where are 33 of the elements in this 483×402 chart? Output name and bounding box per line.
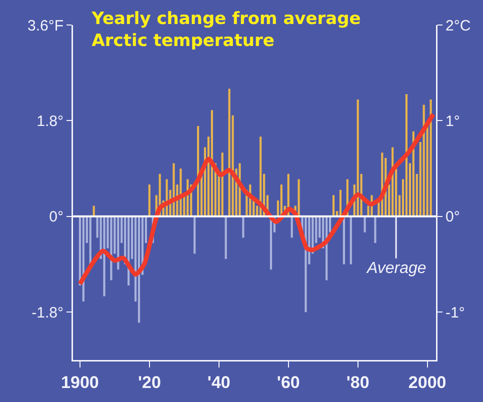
y2-tick-label: 1° <box>446 112 460 130</box>
y-tick-label: 1.8° <box>36 112 64 130</box>
bar <box>364 216 366 232</box>
y-tick-label: 0° <box>49 208 64 226</box>
x-tick-label: '80 <box>346 372 370 392</box>
bar <box>339 190 342 216</box>
bar <box>194 216 196 254</box>
bar <box>224 216 227 259</box>
x-tick-label: '40 <box>207 372 230 392</box>
bar <box>342 216 345 264</box>
bar <box>290 216 293 238</box>
chart-title: Yearly change from average Arctic temperature <box>90 9 361 52</box>
bar <box>148 184 150 216</box>
bar <box>374 216 376 244</box>
bar <box>356 99 359 216</box>
bar <box>350 216 352 264</box>
bar <box>228 88 230 216</box>
x-tick-label: '60 <box>276 372 300 392</box>
y-tick-label: -1.8° <box>32 304 64 322</box>
bar <box>298 179 300 216</box>
bar <box>103 216 106 296</box>
y2-tick-label: -1° <box>446 304 465 322</box>
x-tick-label: '20 <box>138 372 161 392</box>
y-tick-label: 3.6°F <box>27 17 64 34</box>
bar <box>332 195 335 216</box>
bar <box>242 216 244 238</box>
annotation: Average <box>366 260 426 277</box>
x-tick-label: 1900 <box>61 372 99 392</box>
line-series <box>78 112 436 286</box>
x-tick-label: 2000 <box>408 372 446 392</box>
y2-tick-label: 2°C <box>446 17 471 34</box>
bar <box>405 94 408 216</box>
y2-tick-label: 0° <box>446 208 460 226</box>
